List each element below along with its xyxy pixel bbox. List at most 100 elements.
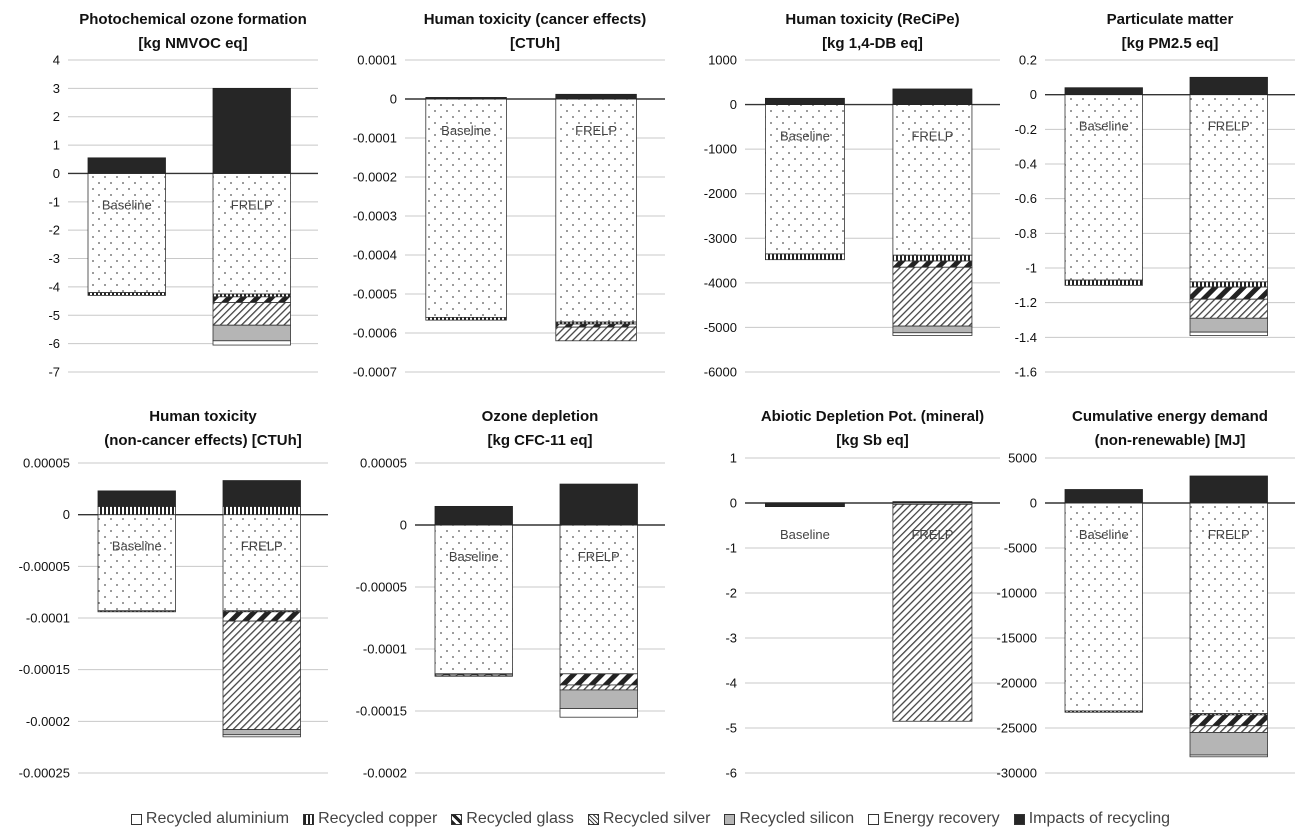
- bar-frelp: FRELP: [212, 87, 291, 346]
- chart-title-line: Photochemical ozone formation: [79, 11, 307, 28]
- y-tick-label: -0.0003: [353, 209, 397, 224]
- bar-segment-aluminium: [1064, 502, 1143, 712]
- bar-segment-impacts: [97, 490, 176, 507]
- legend-swatch: [451, 813, 463, 825]
- bar-segment-aluminium: [1064, 94, 1143, 281]
- legend-label: Impacts of recycling: [1028, 810, 1171, 827]
- y-tick-label: -0.00005: [356, 580, 407, 595]
- y-tick-label: -4: [48, 279, 60, 294]
- bar-segment-aluminium: [892, 104, 973, 256]
- bar-baseline: Baseline: [97, 490, 176, 613]
- legend-item-silver: Recycled silver: [587, 810, 711, 828]
- y-tick-label: 0.0001: [357, 53, 397, 68]
- bar-segment-silver: [559, 684, 638, 691]
- legend-swatch: [724, 813, 736, 825]
- y-tick-label: -4: [725, 676, 737, 691]
- y-tick-label: 0: [730, 496, 737, 511]
- bar-segment-aluminium: [559, 524, 638, 675]
- legend-swatch: [868, 813, 880, 825]
- y-tick-label: 1: [53, 138, 60, 153]
- y-tick-label: -1: [1025, 261, 1037, 276]
- y-tick-label: -6000: [704, 365, 737, 380]
- bar-segment-impacts: [1189, 76, 1268, 96]
- y-tick-label: 0: [53, 166, 60, 181]
- bar-segment-impacts: [555, 93, 637, 100]
- y-tick-label: -25000: [997, 721, 1037, 736]
- bar-baseline: Baseline: [765, 502, 845, 542]
- bar-segment-copper: [212, 293, 291, 298]
- bar-segment-impacts: [434, 505, 513, 526]
- y-tick-label: -6: [48, 336, 60, 351]
- bar-segment-glass: [1189, 714, 1268, 727]
- bar-category-label: FRELP: [1208, 527, 1250, 542]
- bar-segment-silicon: [1189, 317, 1268, 333]
- y-tick-label: -0.0002: [353, 170, 397, 185]
- chart-panel-8: Cumulative energy demand (non-renewable) …: [997, 408, 1295, 781]
- y-tick-label: -0.0001: [26, 611, 70, 626]
- chart-legend: Recycled aluminium Recycled copper Recycle…: [0, 806, 1301, 832]
- bar-frelp: FRELP: [1189, 76, 1268, 336]
- bar-category-label: Baseline: [1079, 527, 1129, 542]
- y-tick-label: 1000: [708, 53, 737, 68]
- bar-segment-copper: [1189, 281, 1268, 288]
- bar-frelp: FRELP: [559, 483, 638, 718]
- y-tick-label: -4000: [704, 275, 737, 290]
- legend-item-energy: Energy recovery: [868, 810, 1000, 828]
- bar-segment-impacts: [87, 157, 166, 174]
- y-tick-label: -1000: [704, 142, 737, 157]
- bar-segment-silver: [1189, 298, 1268, 319]
- bar-baseline: Baseline: [425, 97, 507, 321]
- legend-item-aluminium: Recycled aluminium: [130, 810, 290, 828]
- bar-category-label: FRELP: [575, 123, 617, 138]
- bar-segment-impacts: [892, 501, 973, 504]
- legend-item-impacts: Impacts of recycling: [1013, 810, 1171, 828]
- bar-segment-silver: [222, 620, 301, 730]
- legend-swatch: [303, 813, 315, 825]
- bar-segment-impacts: [425, 97, 507, 100]
- bar-baseline: Baseline: [434, 505, 513, 677]
- bar-baseline: Baseline: [87, 157, 166, 296]
- legend-swatch: [1013, 813, 1025, 825]
- y-tick-label: -0.00005: [19, 559, 70, 574]
- bar-segment-copper: [222, 505, 301, 516]
- y-tick-label: 0: [63, 507, 70, 522]
- bar-segment-aluminium: [425, 98, 507, 318]
- bar-segment-energy: [222, 734, 301, 738]
- y-tick-label: -0.6: [1015, 191, 1037, 206]
- bar-frelp: FRELP: [892, 88, 973, 336]
- bar-frelp: FRELP: [222, 480, 301, 738]
- bar-segment-copper: [892, 254, 973, 262]
- y-tick-label: 5000: [1008, 451, 1037, 466]
- legend-label: Recycled silver: [602, 810, 711, 827]
- y-tick-label: 0.00005: [360, 456, 407, 471]
- y-tick-label: 0: [730, 97, 737, 112]
- chart-panel-3: Human toxicity (ReCiPe) [kg 1,4-DB eq] 100…: [704, 11, 1000, 380]
- chart-panel-2: Human toxicity (cancer effects) [CTUh] 0.0…: [353, 11, 665, 380]
- y-tick-label: -0.0002: [26, 714, 70, 729]
- chart-panel-1: Photochemical ozone formation [kg NMVOC e…: [48, 11, 318, 380]
- chart-title-line: Human toxicity (cancer effects): [424, 11, 647, 28]
- bar-segment-aluminium: [222, 514, 301, 612]
- y-tick-label: -15000: [997, 631, 1037, 646]
- bar-category-label: FRELP: [1208, 119, 1250, 134]
- bar-category-label: Baseline: [780, 527, 830, 542]
- legend-swatch: [587, 813, 599, 825]
- y-tick-label: -3: [725, 631, 737, 646]
- bar-segment-copper: [97, 610, 176, 613]
- bar-segment-impacts: [559, 483, 638, 526]
- bar-category-label: FRELP: [241, 539, 283, 554]
- chart-title-line: [CTUh]: [510, 35, 560, 52]
- chart-title-line: [kg Sb eq]: [836, 432, 909, 449]
- bar-segment-copper: [765, 253, 845, 261]
- chart-title-line: [kg NMVOC eq]: [138, 35, 247, 52]
- bar-segment-silver: [212, 302, 291, 326]
- legend-label: Recycled aluminium: [145, 810, 290, 827]
- legend-label: Recycled glass: [466, 810, 574, 827]
- bar-frelp: FRELP: [892, 501, 973, 722]
- y-tick-label: 0: [390, 92, 397, 107]
- chart-panel-7: Abiotic Depletion Pot. (mineral) [kg Sb e…: [725, 408, 1000, 781]
- legend-item-copper: Recycled copper: [303, 810, 437, 828]
- bar-segment-copper: [1064, 279, 1143, 286]
- bar-segment-silicon: [1189, 732, 1268, 756]
